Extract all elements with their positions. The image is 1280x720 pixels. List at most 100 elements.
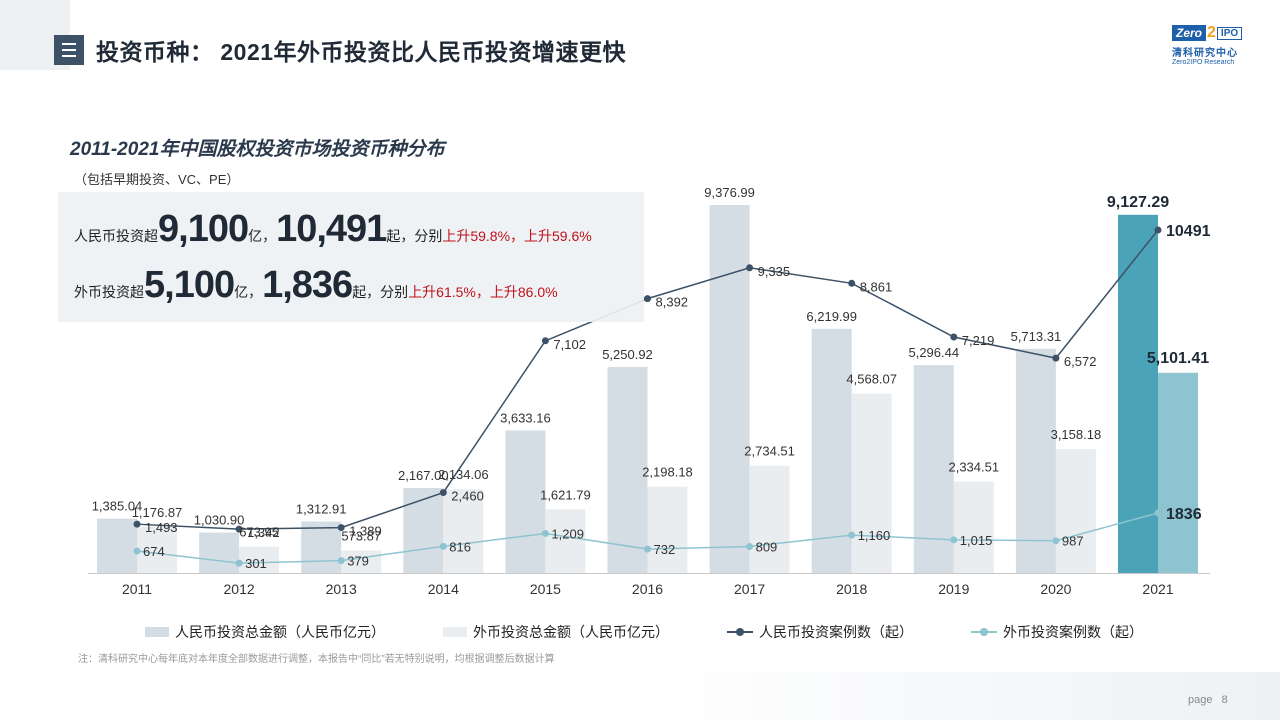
label-rmb-amount-2012: 1,030.90 [194, 513, 245, 528]
legend-rmb-count: 人民币投资案例数（起） [727, 622, 913, 642]
bar-fx-amount-2014 [443, 489, 484, 573]
label-fx-amount-2012: 673.95 [239, 525, 279, 540]
legend-fx-amount: 外币投资总金额（人民币亿元） [443, 622, 669, 642]
fx-amount: 5,100 [144, 264, 235, 306]
x-tick-2014: 2014 [428, 581, 459, 597]
legend-rmb-amount: 人民币投资总金额（人民币亿元） [145, 622, 385, 642]
logo-en-text: Zero2IPO Research [1172, 59, 1235, 66]
label-fx-count-2021: 1836 [1166, 506, 1202, 523]
fx-prefix: 外币投资超 [74, 284, 144, 300]
x-tick-2011: 2011 [122, 581, 152, 597]
label-fx-amount-2011: 1,176.87 [132, 505, 183, 520]
point-rmb-count-2017 [746, 264, 754, 272]
fx-summary: 外币投资超 5,100 亿， 1,836 起，分别 上升61.5%，上升86.0… [74, 264, 558, 307]
bar-rmb-amount-2016 [607, 366, 648, 573]
label-fx-count-2011: 674 [143, 544, 165, 559]
bar-rmb-amount-2014 [403, 487, 444, 573]
bar-rmb-amount-2013 [301, 521, 342, 573]
label-rmb-count-2018: 8,861 [860, 279, 893, 294]
legend-label-rmb-amount: 人民币投资总金额（人民币亿元） [175, 624, 385, 640]
title-bar: 投资币种： 2021年外币投资比人民币投资增速更快 [54, 34, 626, 66]
label-rmb-count-2015: 7,102 [553, 337, 586, 352]
label-rmb-count-2021: 10491 [1166, 223, 1211, 240]
label-rmb-count-2019: 7,219 [962, 333, 995, 348]
point-fx-count-2012 [235, 559, 243, 567]
label-rmb-amount-2019: 5,296.44 [908, 345, 959, 360]
label-rmb-amount-2016: 5,250.92 [602, 347, 653, 362]
x-tick-2020: 2020 [1040, 581, 1071, 597]
point-fx-count-2020 [1052, 537, 1060, 545]
point-rmb-count-2014 [439, 489, 447, 497]
point-fx-count-2015 [541, 529, 549, 537]
bottom-band [640, 672, 1280, 720]
label-rmb-count-2020: 6,572 [1064, 354, 1097, 369]
rmb-amount: 9,100 [158, 208, 249, 250]
page-number: page 8 [1188, 694, 1228, 706]
bar-rmb-amount-2020 [1015, 348, 1056, 573]
x-tick-2021: 2021 [1142, 581, 1173, 597]
label-rmb-count-2012: 1,342 [247, 525, 280, 540]
bar-rmb-amount-2017 [709, 205, 750, 573]
label-rmb-count-2014: 2,460 [451, 489, 484, 504]
label-fx-count-2020: 987 [1062, 534, 1084, 549]
point-rmb-count-2018 [848, 279, 856, 287]
logo-ipo: IPO [1216, 26, 1243, 40]
bar-rmb-amount-2015 [505, 430, 546, 573]
label-rmb-amount-2021: 9,127.29 [1107, 194, 1169, 211]
rmb-growth: 上升59.8%，上升59.6% [442, 228, 592, 244]
rmb-summary: 人民币投资超 9,100 亿， 10,491 起，分别 上升59.8%，上升59… [74, 208, 592, 251]
point-rmb-count-2013 [337, 524, 345, 532]
legend-swatch-rmb-amount [145, 627, 169, 637]
label-fx-amount-2014: 2,134.06 [438, 467, 489, 482]
legend-label-fx-amount: 外币投资总金额（人民币亿元） [473, 624, 669, 640]
point-fx-count-2017 [746, 543, 754, 551]
label-fx-amount-2017: 2,734.51 [744, 444, 795, 459]
label-fx-amount-2021: 5,101.41 [1147, 350, 1209, 367]
point-rmb-count-2012 [235, 525, 243, 533]
point-fx-count-2019 [950, 536, 958, 544]
legend-label-fx-count: 外币投资案例数（起） [1003, 624, 1143, 640]
label-rmb-amount-2014: 2,167.00 [398, 468, 449, 483]
label-fx-count-2018: 1,160 [858, 528, 891, 543]
zero2ipo-logo: Zero 2 IPO 清科研究中心 Zero2IPO Research [1172, 24, 1268, 74]
x-tick-2015: 2015 [530, 581, 561, 597]
x-tick-2013: 2013 [326, 581, 357, 597]
fx-growth: 上升61.5%，上升86.0% [408, 284, 558, 300]
page-label: page [1188, 694, 1213, 706]
legend-fx-count: 外币投资案例数（起） [971, 622, 1143, 642]
bar-fx-amount-2017 [749, 465, 790, 573]
bar-fx-amount-2012 [239, 546, 280, 573]
label-fx-amount-2019: 2,334.51 [948, 459, 999, 474]
footnote: 注：清科研究中心每年底对本年度全部数据进行调整，本报告中“同比”若无特别说明，均… [78, 654, 555, 665]
chart-legend: 人民币投资总金额（人民币亿元） 外币投资总金额（人民币亿元） 人民币投资案例数（… [145, 622, 1201, 642]
label-fx-amount-2015: 1,621.79 [540, 487, 591, 502]
rmb-unit2: 起，分别 [386, 228, 443, 244]
point-fx-count-2013 [337, 557, 345, 565]
bar-fx-amount-2015 [545, 509, 586, 573]
page-value: 8 [1221, 694, 1228, 706]
legend-swatch-rmb-count [727, 627, 753, 637]
label-fx-count-2016: 732 [654, 542, 676, 557]
label-fx-count-2019: 1,015 [960, 533, 993, 548]
point-fx-count-2018 [848, 531, 856, 539]
page-title: 投资币种： 2021年外币投资比人民币投资增速更快 [96, 39, 627, 65]
point-fx-count-2014 [439, 542, 447, 550]
point-fx-count-2016 [644, 545, 651, 553]
x-tick-2016: 2016 [632, 581, 663, 597]
point-rmb-count-2019 [950, 333, 958, 341]
bar-fx-amount-2011 [137, 526, 177, 573]
rmb-count: 10,491 [276, 208, 387, 250]
fx-unit2: 起，分别 [352, 284, 409, 300]
label-rmb-amount-2020: 5,713.31 [1011, 329, 1062, 344]
label-fx-count-2012: 301 [245, 556, 267, 571]
bar-fx-amount-2019 [953, 481, 994, 573]
label-rmb-count-2013: 1,389 [349, 524, 382, 539]
menu-icon[interactable] [54, 35, 84, 65]
bar-fx-amount-2020 [1055, 449, 1096, 573]
label-fx-count-2013: 379 [347, 554, 369, 569]
label-rmb-count-2011: 1,493 [145, 520, 178, 535]
bar-fx-amount-2018 [851, 393, 892, 573]
label-fx-amount-2013: 573.87 [341, 528, 381, 543]
label-rmb-amount-2015: 3,633.16 [500, 410, 551, 425]
